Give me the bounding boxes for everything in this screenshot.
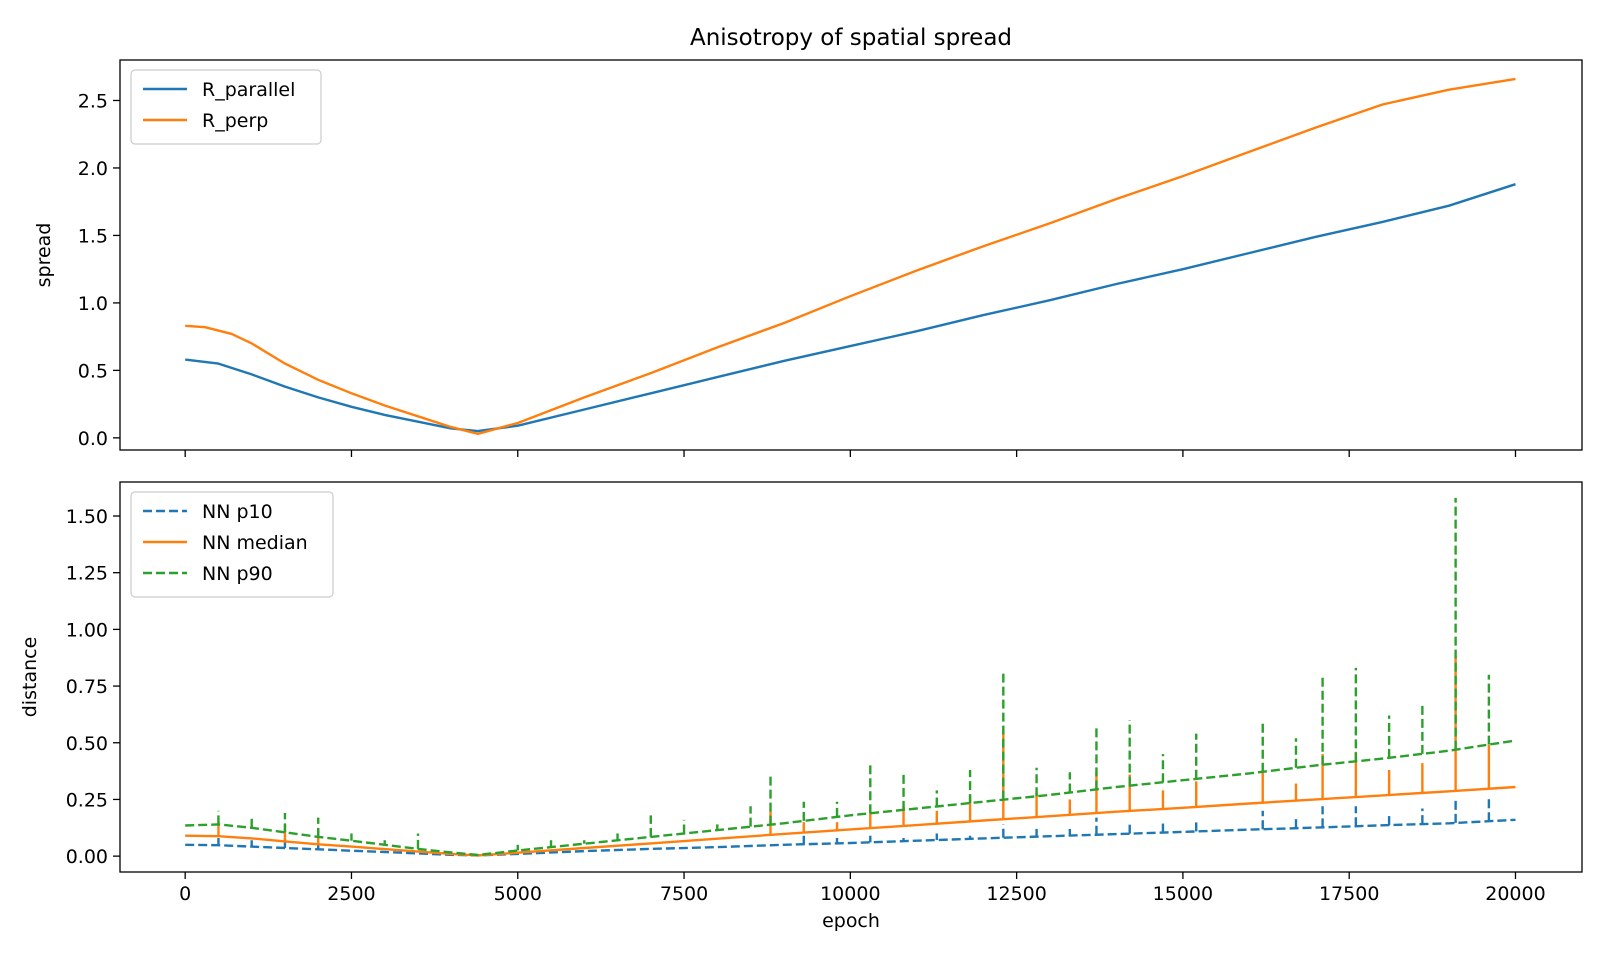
- top-panel: Anisotropy of spatial spread 0.0 0.5 1.0 1.…: [33, 25, 1583, 457]
- bottom-y-tick-label: 0.50: [66, 733, 108, 755]
- bottom-legend: NN p10 NN median NN p90: [130, 491, 334, 598]
- bottom-y-tick-label: 0.25: [66, 789, 108, 811]
- bottom-series-line-nn-p10: [185, 818, 1516, 857]
- bottom-y-tick-label: 1.00: [66, 619, 108, 641]
- bottom-plot-frame: [119, 481, 1583, 873]
- top-chart-title: Anisotropy of spatial spread: [690, 25, 1012, 51]
- top-axes: 0.0 0.5 1.0 1.5 2.0 2.5: [78, 59, 1583, 457]
- bottom-x-tick-label: 20000: [1485, 883, 1545, 905]
- bottom-x-tick-label: 10000: [820, 883, 880, 905]
- top-y-tick-label: 0.5: [78, 360, 108, 382]
- top-y-tick-label: 2.5: [78, 90, 108, 112]
- top-y-tick-label: 0.0: [78, 428, 108, 450]
- top-series-line-r-perp: [185, 77, 1516, 435]
- top-y-axis-label: spread: [33, 223, 55, 288]
- top-legend-label-r-perp: R_perp: [202, 110, 268, 132]
- bottom-y-tick-label: 0.00: [66, 846, 108, 868]
- bottom-y-tick-label: 1.25: [66, 563, 108, 585]
- bottom-x-tick-label: 0: [179, 883, 191, 905]
- bottom-y-axis-label: distance: [19, 637, 41, 718]
- top-legend: R_parallel R_perp: [130, 69, 322, 145]
- top-series-layer: [185, 77, 1516, 435]
- bottom-axes: 0 2500 5000 7500 10000 12500 15000 17500 20000 0.…: [66, 481, 1583, 905]
- top-legend-label-r-parallel: R_parallel: [202, 79, 295, 101]
- top-series-line-r-parallel: [185, 183, 1516, 433]
- bottom-x-tick-label: 7500: [660, 883, 708, 905]
- bottom-x-tick-label: 17500: [1319, 883, 1379, 905]
- bottom-legend-label-nn-p90: NN p90: [202, 563, 273, 585]
- top-y-tick-label: 1.5: [78, 225, 108, 247]
- bottom-series-layer: [185, 497, 1516, 857]
- top-y-tick-label: 1.0: [78, 293, 108, 315]
- bottom-legend-label-nn-median: NN median: [202, 532, 308, 554]
- x-axis-label: epoch: [822, 910, 880, 932]
- bottom-series-line-nn-p90: [185, 739, 1516, 857]
- bottom-legend-box: [130, 491, 334, 598]
- bottom-x-tick-label: 12500: [986, 883, 1046, 905]
- bottom-x-tick-label: 15000: [1153, 883, 1213, 905]
- bottom-y-tick-label: 1.50: [66, 506, 108, 528]
- bottom-legend-label-nn-p10: NN p10: [202, 501, 273, 523]
- bottom-series-line-nn-median: [185, 785, 1516, 857]
- bottom-x-tick-label: 5000: [494, 883, 542, 905]
- bottom-x-tick-label: 2500: [327, 883, 375, 905]
- bottom-panel: 0 2500 5000 7500 10000 12500 15000 17500 20000 0.…: [19, 481, 1583, 932]
- top-plot-frame: [119, 59, 1583, 451]
- top-y-tick-label: 2.0: [78, 158, 108, 180]
- bottom-y-tick-label: 0.75: [66, 676, 108, 698]
